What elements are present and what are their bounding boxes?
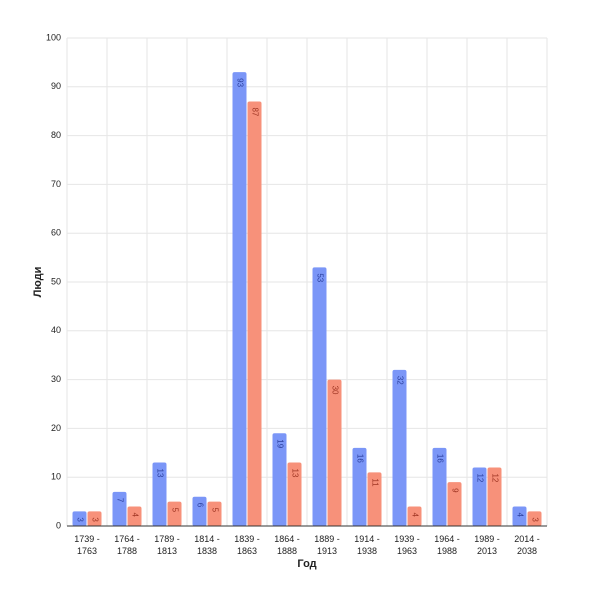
y-tick-label: 0 <box>56 520 61 530</box>
bar-value-label: 16 <box>435 454 444 463</box>
bar <box>367 472 382 526</box>
bar-value-label: 3 <box>530 517 539 522</box>
bar-value-label: 4 <box>410 512 419 517</box>
bar <box>392 369 407 526</box>
bar <box>192 496 207 526</box>
bar <box>87 511 102 526</box>
bar-value-label: 4 <box>515 512 524 517</box>
bar-value-label: 53 <box>315 273 324 282</box>
bar-value-label: 16 <box>355 454 364 463</box>
x-tick-label: 1814 -1838 <box>194 534 220 556</box>
bar-value-label: 3 <box>90 517 99 522</box>
y-tick-label: 80 <box>51 130 61 140</box>
bar-value-label: 19 <box>275 439 284 448</box>
y-tick-label: 100 <box>46 32 61 42</box>
bar-value-label: 5 <box>210 508 219 513</box>
bar-value-label: 3 <box>75 517 84 522</box>
x-tick-label: 1764 -1788 <box>114 534 140 556</box>
y-tick-label: 10 <box>51 472 61 482</box>
x-tick-label: 1789 -1813 <box>154 534 180 556</box>
bar-value-label: 13 <box>290 469 299 478</box>
bar <box>512 506 527 526</box>
x-tick-label: 1739 -1763 <box>74 534 100 556</box>
x-tick-label: 1914 -1938 <box>354 534 380 556</box>
bar <box>287 462 302 526</box>
bar <box>447 482 462 526</box>
bar <box>327 379 342 526</box>
bar <box>207 501 222 526</box>
x-tick-label: 1864 -1888 <box>274 534 300 556</box>
bar-value-label: 87 <box>250 107 259 116</box>
y-tick-label: 50 <box>51 276 61 286</box>
bar-value-label: 7 <box>115 498 124 503</box>
bar <box>112 491 127 526</box>
bar-value-label: 12 <box>475 473 484 482</box>
y-tick-label: 30 <box>51 374 61 384</box>
bar-value-label: 13 <box>155 469 164 478</box>
x-tick-label: 1939 -1963 <box>394 534 420 556</box>
bar-value-label: 6 <box>195 503 204 508</box>
bar-value-label: 12 <box>490 473 499 482</box>
bar <box>312 267 327 526</box>
bar <box>232 72 247 526</box>
bar <box>247 101 262 526</box>
bar-value-label: 9 <box>450 488 459 493</box>
y-tick-label: 70 <box>51 179 61 189</box>
bar <box>527 511 542 526</box>
y-tick-label: 40 <box>51 325 61 335</box>
bar-value-label: 32 <box>395 376 404 385</box>
bar <box>152 462 167 526</box>
bar <box>487 467 502 526</box>
bar <box>407 506 422 526</box>
bar <box>352 447 367 526</box>
x-tick-label: 1964 -1988 <box>434 534 460 556</box>
bar <box>432 447 447 526</box>
x-tick-label: 1889 -1913 <box>314 534 340 556</box>
bar-value-label: 93 <box>235 78 244 87</box>
x-tick-label: 1989 -2013 <box>474 534 500 556</box>
bar <box>472 467 487 526</box>
bar-value-label: 11 <box>370 478 379 487</box>
y-tick-label: 20 <box>51 423 61 433</box>
bar <box>127 506 142 526</box>
bar <box>72 511 87 526</box>
bar-value-label: 30 <box>330 386 339 395</box>
y-tick-label: 90 <box>51 81 61 91</box>
x-axis-title: Год <box>297 558 316 570</box>
bar <box>272 433 287 526</box>
y-tick-label: 60 <box>51 228 61 238</box>
x-tick-label: 1839 -1863 <box>234 534 260 556</box>
bar <box>167 501 182 526</box>
bar-value-label: 4 <box>130 512 139 517</box>
x-tick-label: 2014 -2038 <box>514 534 540 556</box>
y-axis-title: Люди <box>32 267 44 298</box>
bar-value-label: 5 <box>170 508 179 513</box>
